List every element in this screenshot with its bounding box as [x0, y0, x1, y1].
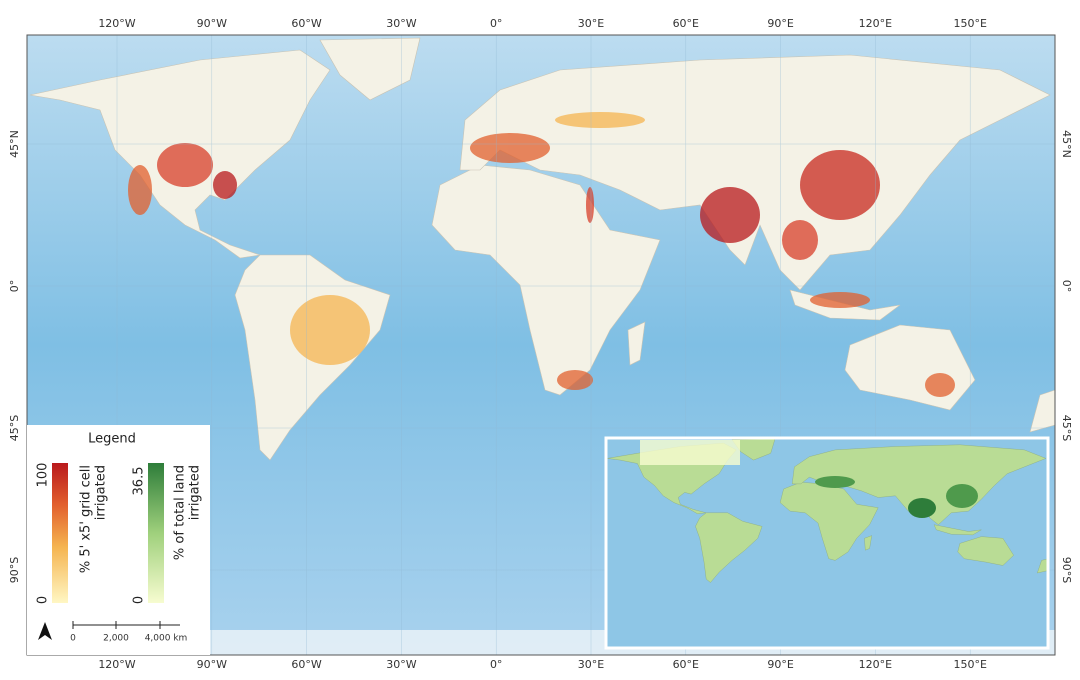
longitude-label: 30°W — [386, 17, 416, 30]
legend-max: 36.5 — [132, 467, 147, 496]
scale-bar — [72, 621, 180, 629]
inset-map — [604, 436, 1050, 650]
color-bar — [148, 463, 164, 603]
latitude-label: 90°S — [1060, 557, 1073, 583]
longitude-label: 60°E — [673, 658, 699, 671]
longitude-label: 30°E — [578, 658, 604, 671]
legend-caption: irrigated — [188, 465, 203, 520]
longitude-label: 90°W — [197, 658, 227, 671]
latitude-label: 0° — [1060, 280, 1073, 293]
scale-label: 2,000 — [103, 634, 129, 644]
longitude-label: 30°W — [386, 658, 416, 671]
latitude-label: 45°S — [8, 415, 21, 441]
longitude-label: 120°W — [98, 17, 135, 30]
legend-max: 100 — [36, 463, 51, 488]
inset-hotspot — [908, 498, 936, 518]
longitude-label: 120°E — [859, 658, 892, 671]
legend-caption: irrigated — [94, 465, 109, 520]
legend-title: Legend — [88, 432, 136, 447]
inset-frame — [604, 436, 1050, 650]
inset-hotspot — [815, 476, 855, 488]
inset-canada — [640, 440, 740, 465]
longitude-label: 60°W — [291, 17, 321, 30]
longitude-label: 150°E — [953, 658, 986, 671]
legend-min: 0 — [36, 596, 51, 604]
latitude-label: 45°N — [8, 130, 21, 158]
scale-label: 4,000 km — [145, 634, 188, 644]
legend-caption: % of total land — [173, 465, 188, 560]
longitude-label: 60°E — [673, 17, 699, 30]
longitude-label: 0° — [490, 658, 503, 671]
latitude-label: 45°S — [1060, 415, 1073, 441]
longitude-label: 90°E — [767, 658, 793, 671]
color-bar — [52, 463, 68, 603]
longitude-label: 120°W — [98, 658, 135, 671]
legend-min: 0 — [132, 596, 147, 604]
latitude-label: 90°S — [8, 557, 21, 583]
legend: Legend 100 0 % 5' x5' grid cell irrigate… — [27, 425, 210, 655]
north-arrow — [38, 622, 52, 640]
longitude-label: 30°E — [578, 17, 604, 30]
map-frame — [26, 34, 1056, 656]
irrigation-hotspots — [128, 112, 955, 397]
longitude-label: 120°E — [859, 17, 892, 30]
legend-caption: % 5' x5' grid cell — [79, 465, 94, 573]
longitude-label: 0° — [490, 17, 503, 30]
latitude-label: 0° — [8, 280, 21, 293]
longitude-label: 150°E — [953, 17, 986, 30]
longitude-label: 90°E — [767, 17, 793, 30]
latitude-label: 45°N — [1060, 130, 1073, 158]
inset-hotspot — [946, 484, 978, 508]
longitude-label: 60°W — [291, 658, 321, 671]
longitude-label: 90°W — [197, 17, 227, 30]
scale-label: 0 — [70, 634, 76, 644]
